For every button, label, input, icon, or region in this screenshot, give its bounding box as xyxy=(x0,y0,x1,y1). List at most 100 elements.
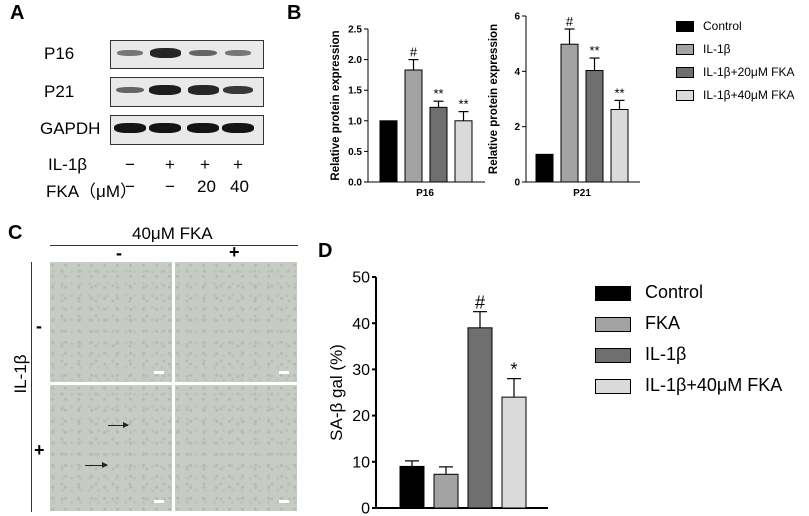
chart-p21: 0 2 4 6 Relative protein expression # ** ** P21 xyxy=(488,12,640,199)
panel-a-label: A xyxy=(10,2,25,24)
significance-mark: # xyxy=(475,293,485,313)
legend-swatch xyxy=(676,90,694,101)
row-label-minus: - xyxy=(36,316,42,336)
bar xyxy=(433,473,459,509)
micro-top-header: 40μM FKA xyxy=(132,224,213,243)
y-tick-label: 1.0 xyxy=(348,116,362,127)
y-tick-label: 2.5 xyxy=(348,25,362,36)
western-blot-band xyxy=(114,123,146,133)
col-label-plus: + xyxy=(229,242,240,262)
y-tick-label: 6 xyxy=(514,12,520,23)
legend-swatch xyxy=(676,21,694,32)
treatment-value: − xyxy=(125,177,135,196)
significance-mark: # xyxy=(566,14,574,29)
arrow-indicator xyxy=(108,422,129,428)
western-blot-band xyxy=(189,49,217,57)
treatment-label-il1b: IL-1β xyxy=(48,155,88,174)
legend-swatch xyxy=(595,286,631,301)
col-label-minus: - xyxy=(116,243,122,263)
micrograph-il1b xyxy=(50,385,172,511)
chart-sa-beta-gal: 0 10 20 30 40 50 SA-β gal (%) # * xyxy=(327,270,548,516)
micrograph-il1b-fka xyxy=(175,385,297,511)
panel-b-label: B xyxy=(287,2,302,24)
x-category-label: P21 xyxy=(573,188,591,199)
bar xyxy=(501,396,527,509)
y-axis-label: Relative protein expression xyxy=(488,24,500,174)
legend-label: FKA xyxy=(645,313,681,333)
row-label-plus: + xyxy=(34,440,45,460)
legend-swatch xyxy=(595,348,631,363)
y-tick-label: 2.0 xyxy=(348,55,362,66)
legend-swatch xyxy=(676,44,694,55)
y-tick-label: 10 xyxy=(352,454,370,471)
significance-mark: ** xyxy=(433,86,443,101)
bar xyxy=(399,465,425,509)
bar xyxy=(467,327,493,509)
bar xyxy=(585,70,604,183)
bar xyxy=(379,120,398,183)
legend-label: IL-1β+40μM FKA xyxy=(703,88,795,102)
western-blot-band xyxy=(224,49,252,57)
treatment-value: + xyxy=(200,155,210,174)
side-rule xyxy=(31,262,32,512)
treatment-value: − xyxy=(165,177,175,196)
header-rule xyxy=(50,245,298,246)
legend-label: IL-1β+40μM FKA xyxy=(645,375,783,395)
panel-d-label: D xyxy=(318,240,333,262)
micro-side-header: IL-1β xyxy=(11,354,30,394)
x-category-label: P16 xyxy=(416,188,434,199)
western-blot-band xyxy=(149,123,181,133)
scale-bar xyxy=(279,500,289,503)
y-tick-label: 0 xyxy=(361,501,370,516)
significance-mark: # xyxy=(410,45,418,60)
chart-p16: 0.0 0.5 1.0 1.5 2.0 2.5 Relative protein expre… xyxy=(330,25,485,199)
western-blot-band xyxy=(116,49,144,57)
y-tick-label: 0.0 xyxy=(348,178,362,189)
arrow-indicator xyxy=(85,462,108,468)
y-tick-label: 0 xyxy=(514,178,520,189)
y-axis-label: Relative protein expression xyxy=(330,30,342,180)
micrograph-control xyxy=(50,262,172,382)
scale-bar xyxy=(154,500,164,503)
western-blot-band xyxy=(187,123,219,133)
y-axis-label: SA-β gal (%) xyxy=(327,344,346,441)
legend-label: Control xyxy=(703,19,742,33)
significance-mark: ** xyxy=(589,43,599,58)
y-tick-label: 2 xyxy=(514,122,520,133)
scale-bar xyxy=(154,371,164,374)
scale-bar xyxy=(279,371,289,374)
legend-label: Control xyxy=(645,282,704,302)
wb-row-label-p16: P16 xyxy=(44,44,75,63)
y-tick-label: 4 xyxy=(514,67,520,78)
treatment-value: + xyxy=(233,155,243,174)
significance-mark: * xyxy=(510,360,517,380)
bar xyxy=(610,109,629,183)
legend-label: IL-1β+20μM FKA xyxy=(703,65,795,79)
bar xyxy=(454,120,473,183)
western-blot-band xyxy=(187,85,219,95)
y-tick-label: 50 xyxy=(352,270,370,287)
legend-label: IL-1β xyxy=(645,344,687,364)
bar xyxy=(429,106,448,183)
western-blot-band xyxy=(223,85,253,95)
legend-label: IL-1β xyxy=(703,42,731,56)
legend-swatch xyxy=(595,317,631,332)
bar xyxy=(404,69,423,183)
y-tick-label: 20 xyxy=(352,408,370,425)
y-tick-label: 0.5 xyxy=(348,147,362,158)
y-tick-label: 30 xyxy=(352,362,370,379)
panel-c-label: C xyxy=(8,222,23,244)
y-tick-label: 1.5 xyxy=(348,86,362,97)
legend-swatch xyxy=(676,67,694,78)
western-blot-band xyxy=(222,123,254,133)
legend-swatch xyxy=(595,379,631,394)
significance-mark: ** xyxy=(614,85,624,100)
western-blot-band xyxy=(116,86,144,94)
treatment-value: 40 xyxy=(230,177,249,196)
treatment-value: 20 xyxy=(197,177,216,196)
wb-row-label-p21: P21 xyxy=(44,82,75,101)
bar xyxy=(560,43,579,183)
wb-row-label-gapdh: GAPDH xyxy=(40,119,101,138)
bar xyxy=(535,153,554,183)
treatment-value: + xyxy=(165,155,175,174)
